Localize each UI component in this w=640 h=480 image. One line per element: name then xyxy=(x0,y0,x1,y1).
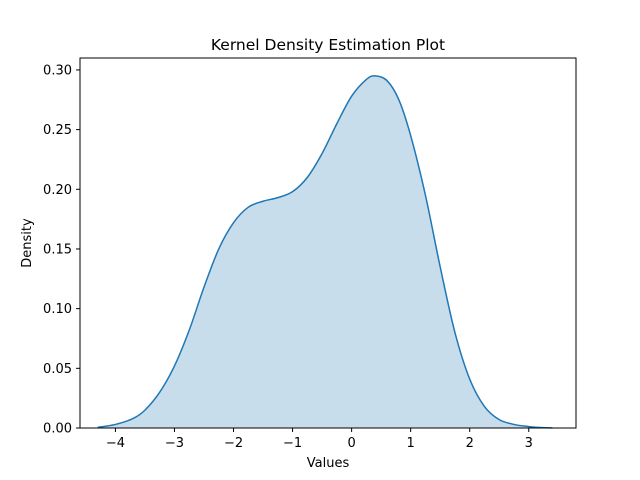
plot-frame xyxy=(79,57,577,429)
density-curve-line xyxy=(97,75,553,429)
x-tick-label: 1 xyxy=(407,436,415,451)
density-area-fill xyxy=(97,75,553,428)
y-tick-label: 0.20 xyxy=(43,183,72,198)
y-tick-label: 0.00 xyxy=(43,422,72,437)
y-tick-label: 0.15 xyxy=(43,242,72,257)
plot-area xyxy=(97,75,553,429)
y-axis: 0.00 0.05 0.10 0.15 0.20 0.25 0.30 xyxy=(43,63,80,437)
y-tick-label: 0.05 xyxy=(43,362,72,377)
x-tick-label: 0 xyxy=(347,436,355,451)
x-tick-label: 3 xyxy=(525,436,533,451)
x-tick-label: −2 xyxy=(224,436,243,451)
y-tick-label: 0.25 xyxy=(43,123,72,138)
y-tick-label: 0.30 xyxy=(43,63,72,78)
y-axis-label: Density xyxy=(20,218,35,268)
x-tick-label: −4 xyxy=(106,436,125,451)
y-tick-label: 0.10 xyxy=(43,302,72,317)
x-tick-label: 2 xyxy=(466,436,474,451)
chart-title: Kernel Density Estimation Plot xyxy=(211,36,445,54)
x-tick-label: −1 xyxy=(283,436,302,451)
x-axis: −4 −3 −2 −1 0 1 2 3 xyxy=(106,428,533,451)
x-axis-label: Values xyxy=(307,456,350,471)
x-tick-label: −3 xyxy=(165,436,184,451)
